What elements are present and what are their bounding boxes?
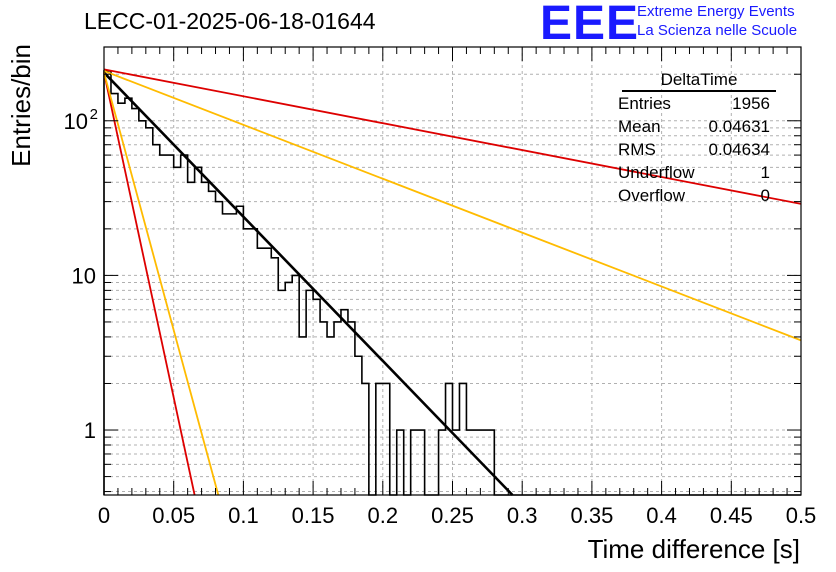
stats-title: DeltaTime [622,70,776,92]
x-tick-label: 0.2 [368,503,399,528]
x-tick-label: 0.35 [570,503,613,528]
series-line-3 [103,72,196,496]
stats-value: 0.04634 [708,140,770,159]
stats-label: RMS [618,140,656,159]
fit-lines-layer [103,68,802,496]
x-tick-label: 0.15 [292,503,335,528]
stats-row-overflow: Overflow 0 [612,184,776,207]
logo-subtitle-2: La Scienza nelle Scuole [637,22,798,39]
stats-value: 1 [760,163,770,182]
y-tick-label: 1 [84,418,96,443]
x-tick-label: 0.5 [786,503,817,528]
axes-layer [103,46,802,496]
x-tick-label: 0.05 [152,503,195,528]
y-tick-exponent: 2 [90,106,98,123]
x-tick-label: 0.25 [431,503,474,528]
stats-label: Mean [618,117,661,136]
y-tick-label: 10 [64,109,88,134]
x-tick-label: 0 [98,503,110,528]
x-tick-label: 0.1 [228,503,259,528]
plot-frame [103,46,802,496]
x-axis-title: Time difference [s] [588,534,800,564]
stats-label: Underflow [618,163,695,182]
stats-value: 0 [760,186,770,205]
stats-row-mean: Mean 0.04631 [612,115,776,138]
tick-labels-layer: 0 0.05 0.1 0.15 0.2 0.25 0.3 0.35 0.4 0.45 0.51101… [64,106,817,528]
stats-row-underflow: Underflow 1 [612,161,776,184]
stats-label: Entries [618,94,671,113]
stats-value: 1956 [732,94,770,113]
stats-box: DeltaTime Entries 1956 Mean 0.04631 RMS … [612,70,776,207]
series-line-1 [103,68,802,205]
x-tick-label: 0.45 [710,503,753,528]
x-tick-label: 0.3 [507,503,538,528]
series-line-4 [103,72,220,496]
eee-logo: EEE [540,0,640,50]
stats-row-entries: Entries 1956 [612,92,776,115]
stats-label: Overflow [618,186,686,205]
y-axis-title: Entries/bin [6,44,36,167]
logo-subtitle-1: Extreme Energy Events [637,3,795,20]
chart-title: LECC-01-2025-06-18-01644 [84,8,376,34]
y-tick-label: 10 [72,263,96,288]
series-line-2 [103,70,802,342]
series-line-0 [103,71,514,496]
x-tick-label: 0.4 [646,503,677,528]
stats-row-rms: RMS 0.04634 [612,138,776,161]
stats-value: 0.04631 [708,117,770,136]
